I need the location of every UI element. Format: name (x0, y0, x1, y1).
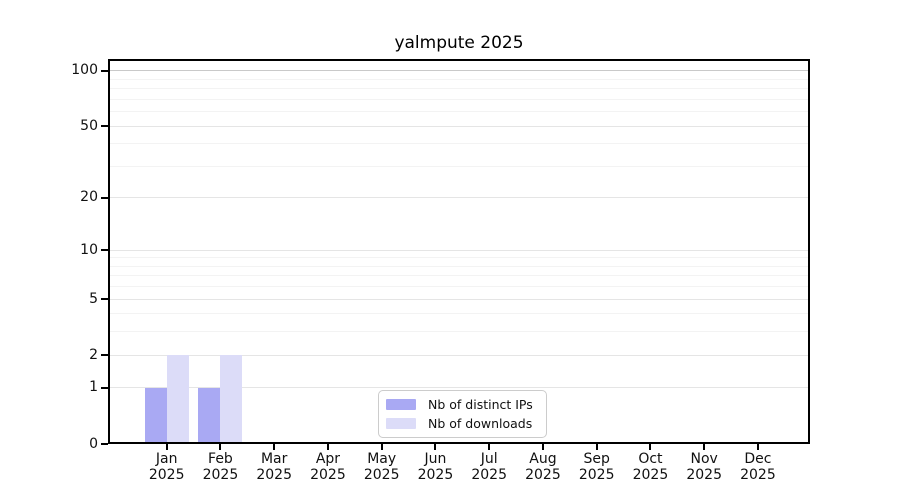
x-tick-label: Jul 2025 (457, 451, 521, 483)
major-gridline (110, 125, 808, 127)
x-tick-year: 2025 (363, 467, 400, 483)
y-tick-mark (101, 69, 108, 72)
x-tick-year: 2025 (686, 467, 722, 483)
x-tick-mark (273, 444, 276, 450)
major-gridline (110, 387, 808, 389)
x-tick-year: 2025 (525, 467, 561, 483)
bar-downloads (166, 355, 189, 443)
x-tick-label: Sep 2025 (565, 451, 629, 483)
x-tick-label: Nov 2025 (672, 451, 736, 483)
x-tick-month: Dec (744, 451, 772, 467)
x-tick-month: Feb (208, 451, 233, 467)
x-tick-month: Oct (638, 451, 663, 467)
x-tick-year: 2025 (740, 467, 776, 483)
x-tick-label: May 2025 (350, 451, 414, 483)
minor-gridline (110, 143, 808, 145)
y-tick-mark (101, 249, 108, 252)
x-tick-label: Apr 2025 (296, 451, 360, 483)
bar-distinct-ips (144, 387, 167, 443)
x-tick-label: Jan 2025 (135, 451, 199, 483)
x-tick-mark (703, 444, 706, 450)
x-tick-label: Feb 2025 (188, 451, 252, 483)
x-tick-month: Jun (424, 451, 447, 467)
x-tick-label: Dec 2025 (726, 451, 790, 483)
major-gridline (110, 70, 808, 72)
x-tick-month: Sep (583, 451, 610, 467)
major-gridline (110, 354, 808, 356)
major-gridline (110, 249, 808, 251)
x-tick-month: Aug (529, 451, 557, 467)
legend-item-distinct-ips: Nb of distinct IPs (386, 397, 546, 412)
legend-swatch-downloads (386, 418, 416, 429)
minor-gridline (110, 265, 808, 267)
bar-distinct-ips (198, 387, 221, 443)
x-tick-mark (649, 444, 652, 450)
x-tick-mark (488, 444, 491, 450)
y-tick-label: 20 (80, 189, 98, 206)
bar-downloads (220, 355, 243, 443)
minor-gridline (110, 331, 808, 333)
x-tick-mark (219, 444, 222, 450)
y-tick-mark (101, 196, 108, 199)
x-tick-month: Mar (260, 451, 288, 467)
x-tick-mark (326, 444, 329, 450)
y-tick-mark (101, 443, 108, 445)
legend: Nb of distinct IPs Nb of downloads (378, 390, 547, 438)
y-tick-mark (101, 125, 108, 128)
legend-item-downloads: Nb of downloads (386, 416, 546, 431)
x-tick-year: 2025 (148, 467, 185, 483)
x-tick-mark (434, 444, 437, 450)
x-tick-mark (595, 444, 598, 450)
x-tick-year: 2025 (310, 467, 346, 483)
minor-gridline (110, 165, 808, 167)
minor-gridline (110, 78, 808, 80)
x-tick-label: Aug 2025 (511, 451, 575, 483)
x-tick-month: Apr (315, 451, 341, 467)
x-tick-label: Jun 2025 (403, 451, 467, 483)
y-tick-label: 10 (80, 241, 98, 258)
y-tick-label: 50 (80, 117, 98, 134)
x-tick-year: 2025 (578, 467, 615, 483)
y-tick-mark (101, 386, 108, 389)
x-tick-year: 2025 (256, 467, 292, 483)
x-tick-mark (541, 444, 544, 450)
plot-frame (108, 59, 810, 444)
x-tick-label: Mar 2025 (242, 451, 306, 483)
y-tick-label: 100 (71, 62, 98, 79)
x-tick-month: Jul (480, 451, 498, 467)
y-tick-mark (101, 298, 108, 301)
chart-title: yalmpute 2025 (394, 33, 524, 53)
minor-gridline (110, 313, 808, 315)
minor-gridline (110, 98, 808, 100)
y-tick-mark (101, 354, 108, 357)
x-tick-mark (165, 444, 168, 450)
minor-gridline (110, 275, 808, 277)
major-gridline (110, 197, 808, 199)
legend-label-downloads: Nb of downloads (428, 416, 533, 431)
x-tick-month: May (367, 451, 397, 467)
minor-gridline (110, 88, 808, 90)
y-tick-label: 0 (89, 435, 98, 452)
x-tick-year: 2025 (202, 467, 239, 483)
x-tick-month: Nov (690, 451, 718, 467)
x-tick-mark (756, 444, 759, 450)
y-tick-label: 5 (89, 290, 98, 307)
x-tick-year: 2025 (471, 467, 507, 483)
minor-gridline (110, 286, 808, 288)
x-tick-label: Oct 2025 (618, 451, 682, 483)
y-tick-label: 1 (89, 379, 98, 396)
major-gridline (110, 298, 808, 300)
x-tick-month: Jan (155, 451, 178, 467)
x-tick-mark (380, 444, 383, 450)
minor-gridline (110, 111, 808, 113)
minor-gridline (110, 257, 808, 259)
legend-swatch-distinct-ips (386, 399, 416, 410)
legend-label-distinct-ips: Nb of distinct IPs (428, 397, 533, 412)
y-tick-label: 2 (89, 346, 98, 363)
x-tick-year: 2025 (632, 467, 669, 483)
x-tick-year: 2025 (417, 467, 454, 483)
